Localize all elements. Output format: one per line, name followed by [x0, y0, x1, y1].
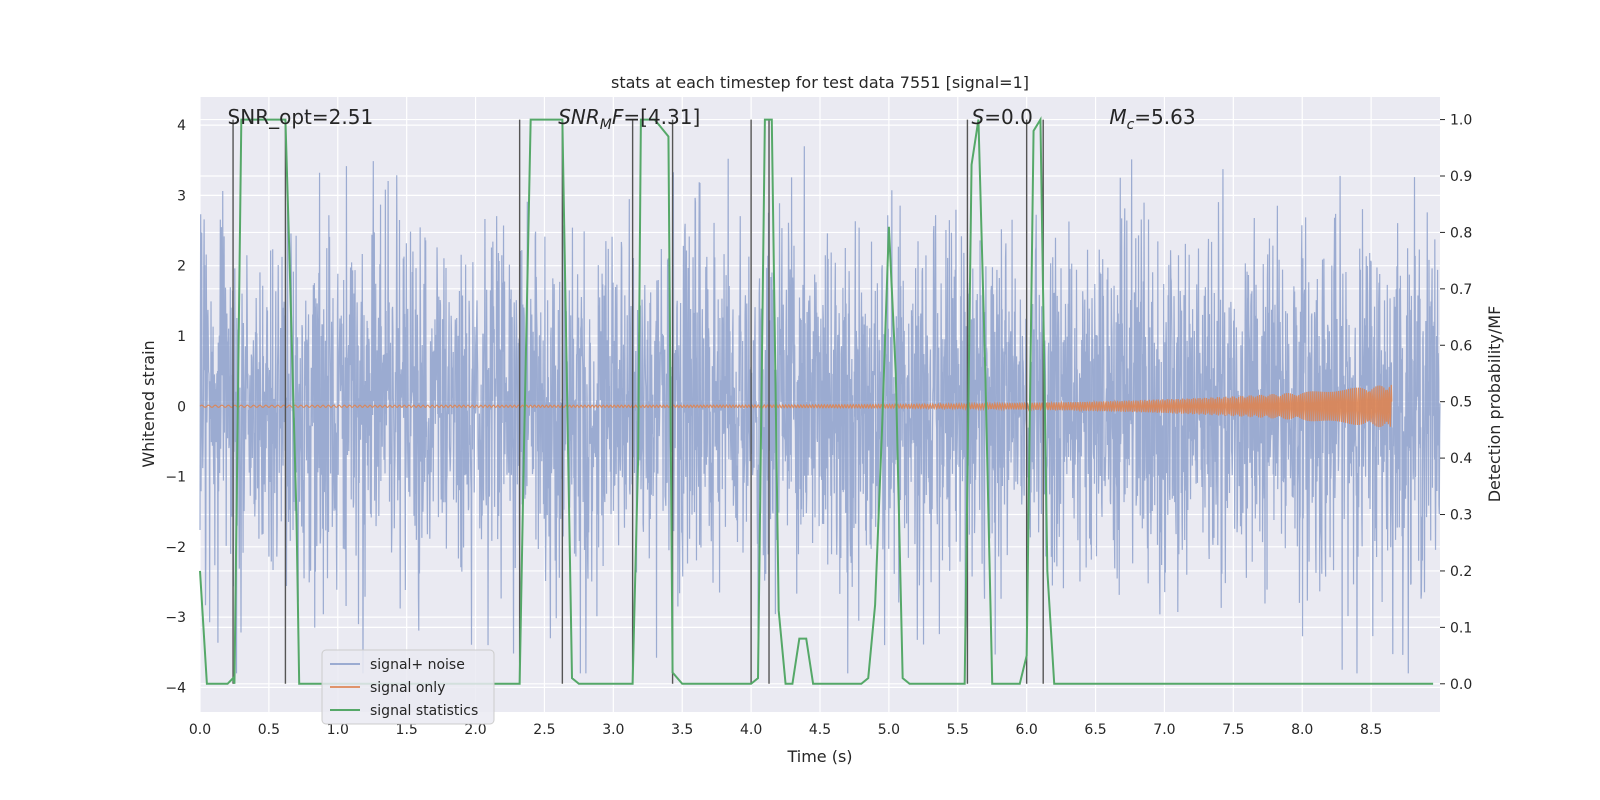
annotation-snr-mf: SNRMF=[4.31]: [558, 105, 700, 133]
series-signal-statistics: [199, 116, 1434, 685]
annotations: SNR_opt=2.51 SNRMF=[4.31] S=0.0 Mc=5.63: [228, 105, 1196, 133]
annotation-snr-opt: SNR_opt=2.51: [228, 105, 374, 129]
y-tick-label-right: 0.8: [1450, 225, 1472, 241]
y-tick-label-left: 1: [177, 329, 186, 345]
x-tick-label: 5.5: [947, 722, 969, 738]
x-tick-label: 2.5: [533, 722, 555, 738]
signal-trace: [199, 384, 1393, 428]
y-ticks-left: −4 −3 −2 −1 0 1 2 3 4: [165, 118, 186, 696]
y-tick-label-left: −1: [165, 470, 186, 486]
legend-box: [321, 649, 495, 725]
y-tick-label-right: 0.6: [1450, 338, 1472, 354]
y-tick-label-right: 0.1: [1450, 620, 1472, 636]
y-tick-label-left: −2: [165, 540, 186, 556]
series-signal-noise: [199, 146, 1441, 674]
y-tick-label-left: 0: [177, 399, 186, 415]
legend-entry: signal only: [370, 680, 445, 696]
x-tick-label: 4.0: [740, 722, 762, 738]
y-tick-label-right: 0.3: [1450, 508, 1472, 524]
x-tick-label: 1.5: [396, 722, 418, 738]
chart-title: stats at each timestep for test data 755…: [611, 73, 1029, 92]
x-axis-label: Time (s): [786, 747, 852, 766]
x-tick-label: 6.0: [1016, 722, 1038, 738]
x-tick-label: 1.0: [327, 722, 349, 738]
x-tick-label: 3.0: [602, 722, 624, 738]
y-tick-label-left: 4: [177, 118, 186, 134]
statistics-line: [199, 116, 1434, 685]
y-tick-label-right: 0.0: [1450, 677, 1472, 693]
noise-trace: [199, 146, 1441, 674]
y-tick-label-right: 0.5: [1450, 395, 1472, 411]
x-tick-label: 7.5: [1222, 722, 1244, 738]
y-tick-label-right: 0.2: [1450, 564, 1472, 580]
y-tick-label-left: −3: [165, 610, 186, 626]
y-tick-label-left: 2: [177, 259, 186, 275]
y-axis-label-right: Detection probability/MF: [1485, 306, 1504, 503]
annotation-s: S=0.0: [972, 105, 1033, 129]
legend-entry: signal+ noise: [370, 657, 465, 673]
x-tick-label: 0.0: [189, 722, 211, 738]
annotation-mc: Mc=5.63: [1109, 105, 1195, 133]
series-signal-only: [199, 384, 1393, 428]
x-tick-label: 7.0: [1153, 722, 1175, 738]
x-tick-label: 5.0: [878, 722, 900, 738]
y-tick-label-right: 0.9: [1450, 169, 1472, 185]
y-tick-label-left: −4: [165, 680, 186, 696]
y-tick-label-left: 3: [177, 188, 186, 204]
y-tick-label-right: 1.0: [1450, 113, 1472, 129]
vertical-lines: [232, 119, 1044, 684]
x-tick-label: 2.0: [464, 722, 486, 738]
legend-entry: signal statistics: [370, 703, 478, 719]
x-tick-label: 0.5: [258, 722, 280, 738]
x-ticks: 0.0 0.5 1.0 1.5 2.0 2.5 3.0 3.5 4.0 4.5 5.0 5.5 6.0 6…: [189, 722, 1382, 738]
y-tick-label-right: 0.7: [1450, 282, 1472, 298]
y-ticks-right: 0.0 0.1 0.2 0.3 0.4 0.5 0.6 0.7 0.8 0.9 1.0: [1440, 113, 1472, 693]
legend: signal+ noise signal only signal statistic…: [321, 649, 495, 725]
y-tick-label-right: 0.4: [1450, 451, 1472, 467]
y-axis-label-left: Whitened strain: [139, 340, 158, 467]
x-tick-label: 4.5: [809, 722, 831, 738]
x-tick-label: 3.5: [671, 722, 693, 738]
x-tick-label: 8.5: [1360, 722, 1382, 738]
x-tick-label: 8.0: [1291, 722, 1313, 738]
x-tick-label: 6.5: [1084, 722, 1106, 738]
